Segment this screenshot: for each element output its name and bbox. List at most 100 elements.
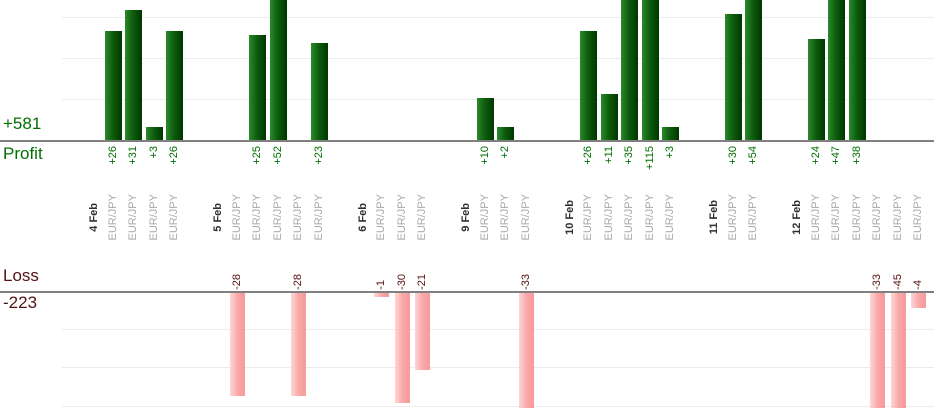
date-group: 10 Feb +26 EUR/JPY +11 EUR/JPY +35 EUR/JPY +115… [562, 0, 682, 420]
profit-bar [125, 10, 143, 140]
profit-bar [497, 127, 515, 140]
trade-column: -45 EUR/JPY [888, 0, 909, 420]
profit-bar [828, 0, 846, 140]
loss-bar [890, 293, 906, 408]
profit-value-label: +38 [850, 146, 863, 165]
profit-value-label: +3 [664, 146, 677, 159]
profit-value-slot: +23 [303, 146, 336, 190]
trade-column: +3 EUR/JPY [661, 0, 682, 420]
profit-bar [166, 31, 184, 140]
symbol-label-slot: EUR/JPY [159, 185, 192, 249]
profit-bar [145, 127, 163, 140]
trade-column: +2 EUR/JPY [496, 0, 517, 420]
profit-value-slot: +3 [655, 146, 688, 190]
loss-total-label: -223 [3, 293, 38, 312]
trade-column: +3 EUR/JPY [144, 0, 165, 420]
loss-bar [291, 293, 307, 396]
date-group: 4 Feb +26 EUR/JPY +31 EUR/JPY +3 EUR/JPY +26 EUR… [86, 0, 185, 420]
loss-axis-line [0, 291, 934, 293]
profit-bar [807, 39, 825, 140]
profit-bar [580, 31, 598, 140]
trade-column: +23 EUR/JPY [309, 0, 330, 420]
trade-column: +54 EUR/JPY [744, 0, 765, 420]
profit-bar [641, 0, 659, 140]
profit-axis-line [0, 140, 934, 142]
profit-bar [476, 98, 494, 140]
chart-columns: 4 Feb +26 EUR/JPY +31 EUR/JPY +3 EUR/JPY +26 EUR… [86, 0, 929, 420]
loss-value-label: -33 [519, 274, 532, 290]
profit-bar [249, 35, 267, 140]
symbol-label: EUR/JPY [664, 193, 677, 241]
loss-value-label: -4 [912, 280, 925, 290]
trade-column: +115 EUR/JPY [640, 0, 661, 420]
profit-bar [848, 0, 866, 140]
trade-column: -30 EUR/JPY [392, 0, 413, 420]
symbol-label-slot: EUR/JPY [510, 185, 543, 249]
loss-bar [870, 293, 886, 408]
trade-column: +35 EUR/JPY [620, 0, 641, 420]
profit-value-label: +26 [168, 146, 181, 165]
trade-column: +11 EUR/JPY [599, 0, 620, 420]
trade-column: -33 EUR/JPY [868, 0, 889, 420]
trade-column: +26 EUR/JPY [103, 0, 124, 420]
trade-column: -33 EUR/JPY [516, 0, 537, 420]
symbol-label: EUR/JPY [312, 193, 325, 241]
trade-column: +47 EUR/JPY [827, 0, 848, 420]
profit-bar [745, 0, 763, 140]
profit-gridline [62, 99, 934, 100]
profit-bar [104, 31, 122, 140]
loss-axis-title: Loss [3, 266, 39, 285]
symbol-label-slot: EUR/JPY [303, 185, 336, 249]
loss-value-label: -28 [292, 274, 305, 290]
profit-value-label: +2 [499, 146, 512, 159]
profit-value-label: +23 [312, 146, 325, 165]
symbol-label-slot: EUR/JPY [655, 185, 688, 249]
profit-gridline [62, 58, 934, 59]
date-group: 11 Feb +30 EUR/JPY +54 EUR/JPY [706, 0, 764, 420]
profit-bar [310, 43, 328, 140]
loss-bar [394, 293, 410, 403]
trade-column: +38 EUR/JPY [847, 0, 868, 420]
trade-column: -28 EUR/JPY [289, 0, 310, 420]
loss-bar [229, 293, 245, 396]
trade-column: +31 EUR/JPY [124, 0, 145, 420]
loss-gridline [62, 329, 934, 330]
loss-gridline [62, 367, 934, 368]
symbol-label-slot: EUR/JPY [407, 185, 440, 249]
trade-column: -1 EUR/JPY [372, 0, 393, 420]
profit-bar [621, 0, 639, 140]
trade-column: +26 EUR/JPY [579, 0, 600, 420]
profit-bar [269, 0, 287, 140]
loss-bar [911, 293, 927, 308]
loss-value-label: -28 [230, 274, 243, 290]
profit-value-slot: +26 [159, 146, 192, 190]
date-group: 12 Feb +24 EUR/JPY +47 EUR/JPY +38 EUR/JPY -33 E… [789, 0, 929, 420]
loss-value-label: -21 [416, 274, 429, 290]
trade-column: +52 EUR/JPY [268, 0, 289, 420]
trade-column: -28 EUR/JPY [227, 0, 248, 420]
trade-column: -21 EUR/JPY [413, 0, 434, 420]
loss-bar [518, 293, 534, 408]
profit-value-label: +54 [747, 146, 760, 165]
symbol-label: EUR/JPY [747, 193, 760, 241]
date-group: 6 Feb -1 EUR/JPY -30 EUR/JPY -21 EUR/JPY [355, 0, 434, 420]
trade-column: -4 EUR/JPY [909, 0, 930, 420]
profit-bar [724, 14, 742, 140]
loss-value-slot: -33 [510, 252, 543, 290]
loss-value-slot: -4 [903, 252, 934, 290]
symbol-label: EUR/JPY [519, 193, 532, 241]
trade-column: +25 EUR/JPY [248, 0, 269, 420]
loss-gridline [62, 406, 934, 407]
loss-bar [374, 293, 390, 297]
profit-axis-title: Profit [3, 144, 43, 163]
symbol-label-slot: EUR/JPY [738, 185, 771, 249]
trade-column: +24 EUR/JPY [806, 0, 827, 420]
profit-value-slot: +54 [738, 146, 771, 190]
trade-column: +30 EUR/JPY [723, 0, 744, 420]
profit-bar [662, 127, 680, 140]
profit-value-label: +52 [271, 146, 284, 165]
trade-column: +10 EUR/JPY [475, 0, 496, 420]
date-group: 9 Feb +10 EUR/JPY +2 EUR/JPY -33 EUR/JPY [458, 0, 537, 420]
symbol-label: EUR/JPY [168, 193, 181, 241]
date-group: 5 Feb -28 EUR/JPY +25 EUR/JPY +52 EUR/JPY -28 EU… [210, 0, 330, 420]
